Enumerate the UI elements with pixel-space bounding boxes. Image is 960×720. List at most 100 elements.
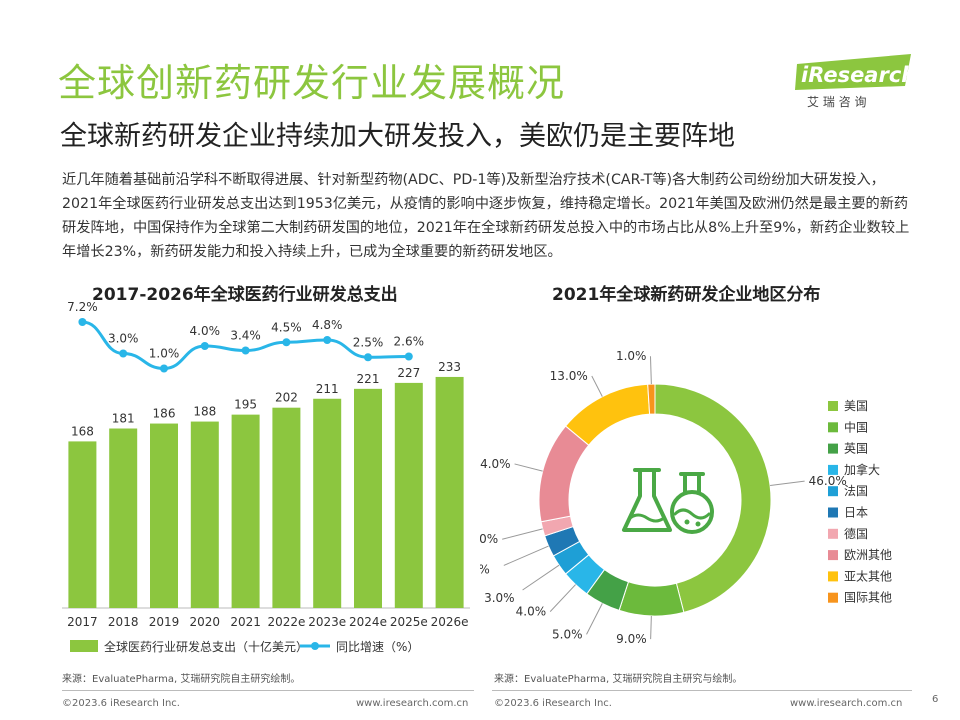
donut-slice (618, 581, 685, 617)
legend-label: 中国 (844, 419, 868, 434)
x-tick-label: 2023e (308, 615, 346, 629)
page-title: 全球创新药研发行业发展概况 (58, 61, 566, 105)
page-number: 6 (932, 694, 939, 705)
growth-label: 4.0% (190, 324, 221, 338)
growth-point (404, 352, 413, 361)
slice-value-label: 1.0% (616, 349, 647, 363)
growth-point (160, 364, 168, 373)
bar-value-label: 233 (438, 360, 461, 374)
x-tick-label: 2026e (431, 615, 469, 629)
donut-slice (564, 383, 651, 446)
bar-value-label: 186 (153, 407, 176, 421)
bar (313, 398, 342, 608)
legend-swatch (828, 401, 838, 411)
right-chart-title: 2021年全球新药研发企业地区分布 (552, 285, 821, 305)
footer-copyright: ©2023.6 iResearch Inc. (62, 698, 180, 709)
x-tick-label: 2017 (67, 615, 98, 629)
bar (68, 441, 97, 608)
leader-line (549, 584, 576, 612)
leader-line (502, 528, 543, 540)
right-source-note: 来源：EvaluatePharma, 艾瑞研究院自主研究与绘制。 (494, 674, 743, 685)
leader-line (514, 463, 543, 472)
legend-label: 英国 (844, 442, 868, 456)
legend-swatch (828, 550, 838, 561)
logo-tagline: 艾 瑞 咨 询 (807, 94, 866, 109)
legend-swatch (828, 464, 838, 475)
leader-line (503, 545, 549, 566)
footer-copyright: ©2023.6 iResearch Inc. (494, 698, 612, 709)
slice-value-label: 9.0% (616, 632, 647, 646)
leader-line (650, 615, 652, 640)
growth-label: 3.4% (230, 329, 261, 343)
bar-value-label: 227 (397, 366, 420, 380)
footer-divider (492, 690, 912, 691)
legend-swatch-bar (70, 640, 98, 652)
growth-point (119, 349, 128, 358)
slice-value-label: 3.0% (484, 591, 515, 605)
leader-line (770, 480, 805, 486)
intro-paragraph: 近几年随着基础前沿学科不断取得进展、针对新型药物(ADC、PD-1等)及新型治疗… (62, 172, 910, 260)
bar-value-label: 211 (316, 382, 339, 396)
legend-label: 美国 (844, 399, 868, 413)
bar (435, 376, 464, 608)
bar-value-label: 168 (71, 424, 94, 438)
rd-spending-chart: 168 2017 181 2018 186 2019 188 2020 195 2021 202 20… (62, 300, 470, 654)
legend-label: 欧洲其他 (844, 548, 892, 562)
leader-line (649, 356, 652, 385)
region-distribution-chart: 46.0%9.0%5.0%4.0%3.0%3.0%2.0%14.0%13.0%1… (480, 349, 892, 646)
leader-line (591, 375, 603, 397)
page-subtitle: 全球新药研发企业持续加大研发投入，美欧仍是主要阵地 (60, 121, 735, 152)
x-tick-label: 2024e (349, 615, 387, 629)
legend-label: 加拿大 (844, 462, 880, 477)
x-tick-label: 2025e (390, 615, 428, 629)
x-tick-label: 2020 (190, 615, 221, 629)
bar-value-label: 195 (234, 398, 257, 412)
left-source-note: 来源：EvaluatePharma, 艾瑞研究院自主研究绘制。 (62, 674, 301, 685)
leader-line (586, 603, 603, 635)
donut-slice (647, 383, 656, 415)
legend-label: 国际其他 (844, 591, 892, 605)
growth-label: 1.0% (149, 347, 180, 361)
bar (150, 423, 178, 608)
slice-value-label: 3.0% (480, 562, 490, 576)
legend-swatch (828, 507, 838, 518)
growth-point (282, 338, 291, 347)
bar (190, 421, 219, 608)
legend-label-bar: 全球医药行业研发总支出（十亿美元） (104, 639, 308, 654)
growth-point (200, 342, 209, 350)
growth-point (78, 318, 87, 326)
legend-swatch (828, 528, 838, 539)
legend-label: 亚太其他 (844, 568, 892, 583)
bar (354, 388, 382, 608)
footer-divider (62, 690, 474, 691)
bar-value-label: 181 (112, 412, 135, 426)
x-tick-label: 2022e (267, 615, 305, 629)
legend-swatch-marker (311, 642, 319, 650)
legend-swatch (828, 486, 838, 497)
logo-name: iResearch (801, 63, 913, 87)
slice-value-label: 13.0% (550, 369, 588, 383)
footer-url: www.iresearch.com.cn (356, 698, 469, 709)
legend-swatch (828, 571, 838, 582)
x-tick-label: 2021 (230, 615, 261, 629)
legend-swatch (828, 422, 838, 433)
legend-swatch (828, 592, 838, 603)
x-tick-label: 2019 (149, 615, 180, 629)
growth-point (241, 346, 250, 355)
leader-line (522, 564, 560, 591)
growth-label: 3.0% (108, 332, 139, 346)
legend-label: 日本 (844, 506, 868, 520)
bar-value-label: 202 (275, 391, 298, 405)
bar (272, 407, 301, 608)
bar (394, 382, 423, 608)
footer-url: www.iresearch.com.cn (790, 698, 903, 709)
slice-value-label: 5.0% (552, 627, 583, 641)
x-tick-label: 2018 (108, 615, 139, 629)
slice-value-label: 4.0% (516, 605, 547, 619)
bar-value-label: 221 (357, 372, 380, 386)
iresearch-logo: iResearch 艾 瑞 咨 询 (795, 54, 913, 109)
growth-label: 7.2% (67, 300, 98, 314)
growth-point (323, 336, 332, 344)
bar (231, 414, 260, 608)
left-chart-title: 2017-2026年全球医药行业研发总支出 (92, 285, 398, 305)
